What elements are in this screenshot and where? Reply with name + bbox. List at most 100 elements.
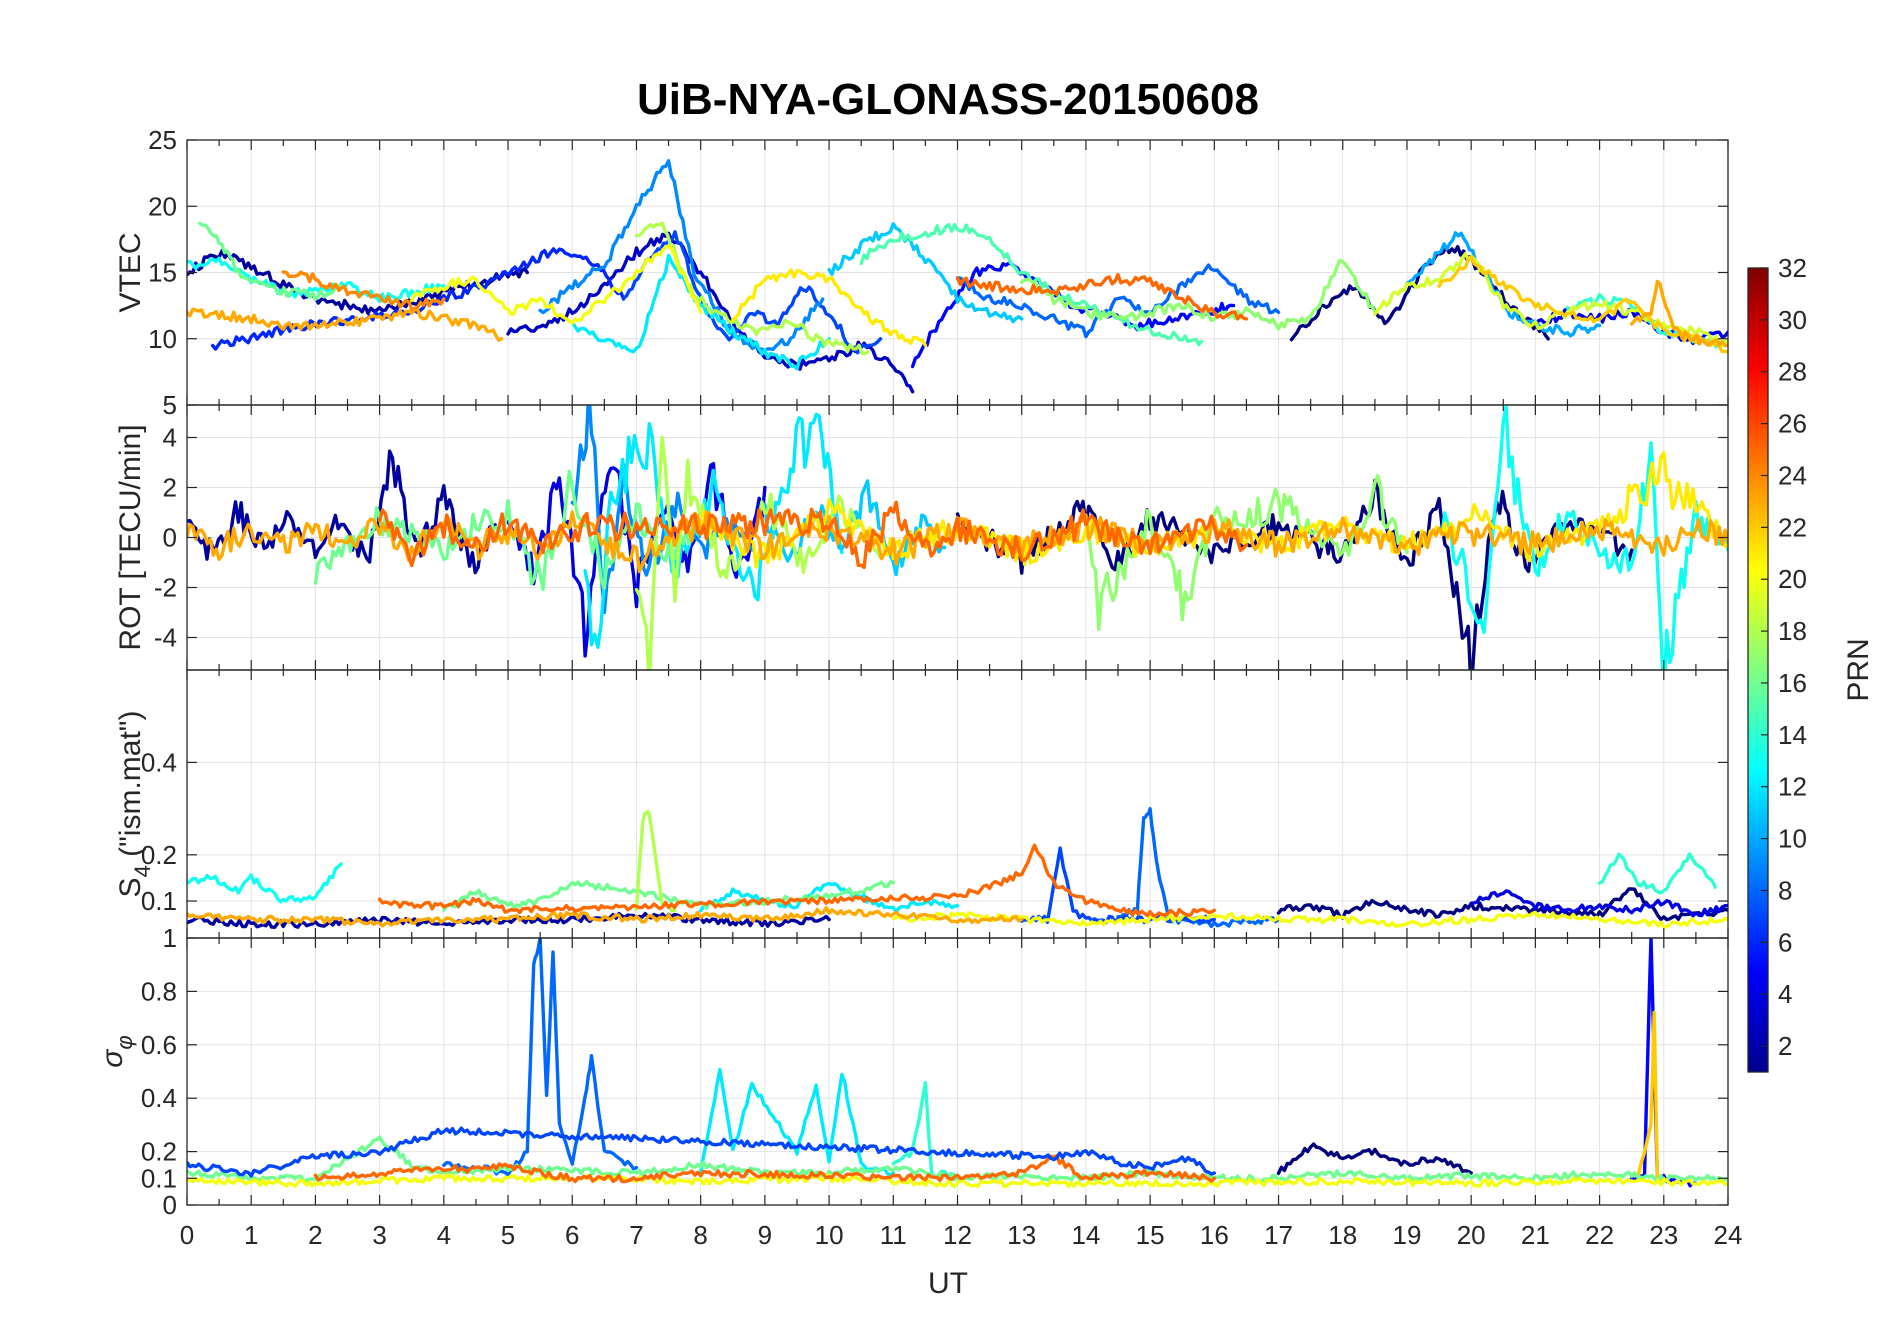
series-prn-20 bbox=[187, 1173, 1728, 1189]
y-tick-label: 4 bbox=[163, 423, 177, 453]
series-prn-13 bbox=[187, 862, 343, 904]
colorbar-tick-label: 12 bbox=[1778, 772, 1807, 802]
y-tick-label: 2 bbox=[163, 473, 177, 503]
series-prn-8 bbox=[442, 938, 639, 1177]
panel-s4: 0.1 0.2 0.4S4 ("ism.mat") bbox=[114, 669, 1729, 939]
colorbar-tick-label: 8 bbox=[1778, 875, 1792, 905]
x-tick-label: 2 bbox=[308, 1220, 322, 1250]
series-prn-1 bbox=[1289, 245, 1550, 342]
colorbar-tick-label: 28 bbox=[1778, 357, 1807, 387]
series-prn-23 bbox=[1630, 279, 1728, 348]
x-tick-label: 15 bbox=[1136, 1220, 1165, 1250]
y-tick-label: 0.4 bbox=[141, 1083, 177, 1113]
series-prn-13 bbox=[1437, 405, 1728, 670]
y-tick-label: -4 bbox=[154, 623, 177, 653]
x-tick-label: 10 bbox=[815, 1220, 844, 1250]
colorbar-tick-label: 26 bbox=[1778, 409, 1807, 439]
x-axis-label: UT bbox=[928, 1267, 968, 1300]
series-prn-24 bbox=[281, 270, 446, 311]
colorbar-tick-label: 2 bbox=[1778, 1031, 1792, 1061]
panel-rot: -4 -2 0 2 4 ROT [TECU/min] bbox=[114, 404, 1729, 671]
x-tick-label: 6 bbox=[565, 1220, 579, 1250]
colorbar-tick-label: 20 bbox=[1778, 564, 1807, 594]
x-tick-label: 21 bbox=[1521, 1220, 1550, 1250]
colorbar-label: PRN bbox=[1842, 638, 1875, 701]
x-tick-label: 8 bbox=[693, 1220, 707, 1250]
series-prn-1 bbox=[1276, 1142, 1473, 1175]
series-prn-14 bbox=[1597, 852, 1717, 895]
panel-vtec: 10 15 20 25 5 VTEC bbox=[114, 125, 1729, 420]
y-tick-label: 0.4 bbox=[141, 747, 177, 777]
series-prn-12 bbox=[583, 412, 844, 649]
y-tick-label: 1 bbox=[163, 923, 177, 953]
series-prn-25 bbox=[377, 500, 1249, 570]
chart-title: UiB-NYA-GLONASS-20150608 bbox=[637, 75, 1259, 124]
y-tick-label: 0.8 bbox=[141, 976, 177, 1006]
x-tick-label: 22 bbox=[1585, 1220, 1614, 1250]
series-prn-13 bbox=[187, 256, 446, 304]
colorbar-tick-label: 24 bbox=[1778, 460, 1807, 490]
y-tick-label: 0.1 bbox=[141, 886, 177, 916]
x-tick-label: 23 bbox=[1649, 1220, 1678, 1250]
series-prn-25 bbox=[377, 843, 1216, 918]
series-prn-8 bbox=[955, 263, 1281, 339]
x-tick-label: 1 bbox=[244, 1220, 258, 1250]
x-tick-label: 19 bbox=[1392, 1220, 1421, 1250]
y-axis-label: S4 ("ism.mat") bbox=[114, 711, 155, 898]
series-prn-19 bbox=[1373, 252, 1728, 348]
x-tick-label: 12 bbox=[943, 1220, 972, 1250]
series-prn-20 bbox=[410, 244, 703, 325]
x-tick-label: 20 bbox=[1457, 1220, 1486, 1250]
x-tick-label: 5 bbox=[501, 1220, 515, 1250]
panel-sigma: 00.10.2 0.4 0.6 0.8 1 σφ bbox=[96, 923, 1729, 1220]
x-tick-label: 0 bbox=[180, 1220, 194, 1250]
x-tick-label: 24 bbox=[1714, 1220, 1743, 1250]
y-axis-label: VTEC bbox=[114, 232, 147, 312]
series-prn-12 bbox=[699, 881, 960, 914]
y-tick-label: -2 bbox=[154, 573, 177, 603]
colorbar-frame bbox=[1747, 267, 1769, 1073]
colorbar-tick-label: 4 bbox=[1778, 979, 1792, 1009]
series-prn-7 bbox=[187, 1126, 1216, 1178]
series-group bbox=[187, 807, 1728, 929]
y-tick-label: 0.6 bbox=[141, 1030, 177, 1060]
series-prn-14 bbox=[891, 1081, 960, 1180]
y-tick-label: 5 bbox=[163, 390, 177, 420]
series-prn-18 bbox=[634, 221, 870, 356]
y-tick-label: 0 bbox=[163, 1190, 177, 1220]
series-prn-25 bbox=[313, 1154, 1216, 1184]
series-prn-2 bbox=[187, 449, 497, 575]
y-tick-label: 10 bbox=[148, 324, 177, 354]
x-tick-label: 14 bbox=[1071, 1220, 1100, 1250]
x-tick-label: 3 bbox=[372, 1220, 386, 1250]
series-prn-9 bbox=[538, 159, 825, 353]
x-tick-label: 16 bbox=[1200, 1220, 1229, 1250]
x-tick-label: 4 bbox=[437, 1220, 451, 1250]
series-prn-8 bbox=[1116, 807, 1281, 929]
y-tick-label: 15 bbox=[148, 258, 177, 288]
series-group bbox=[187, 938, 1728, 1189]
series-group bbox=[187, 405, 1728, 670]
colorbar-tick-label: 32 bbox=[1778, 253, 1807, 283]
y-tick-label: 20 bbox=[148, 191, 177, 221]
x-tick-label: 13 bbox=[1007, 1220, 1036, 1250]
series-prn-16 bbox=[198, 221, 343, 301]
colorbar-tick-label: 30 bbox=[1778, 305, 1807, 335]
colorbar-gradient bbox=[1748, 268, 1768, 1072]
series-prn-3 bbox=[506, 231, 915, 394]
y-axis-label: ROT [TECU/min] bbox=[114, 424, 147, 650]
x-tick-label: 17 bbox=[1264, 1220, 1293, 1250]
series-group bbox=[187, 159, 1728, 394]
colorbar-tick-label: 18 bbox=[1778, 616, 1807, 646]
colorbar-tick-label: 16 bbox=[1778, 668, 1807, 698]
series-prn-17 bbox=[1020, 258, 1377, 331]
y-tick-label: 0.2 bbox=[141, 840, 177, 870]
colorbar-tick-label: 6 bbox=[1778, 927, 1792, 957]
series-prn-4 bbox=[1469, 889, 1728, 918]
y-axis-label: σφ bbox=[96, 1035, 137, 1067]
series-prn-25 bbox=[955, 272, 1249, 321]
y-tick-label: 0 bbox=[163, 523, 177, 553]
